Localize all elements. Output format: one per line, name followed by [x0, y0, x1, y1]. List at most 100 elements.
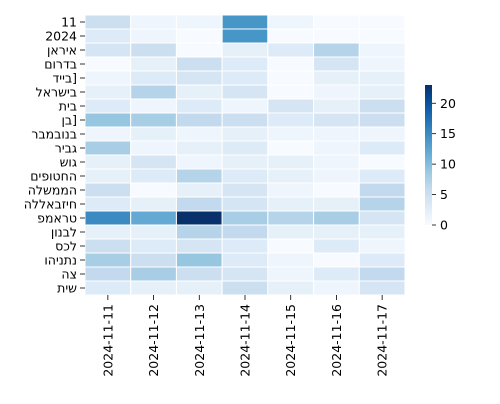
- heatmap-cell: [175, 98, 223, 114]
- colorbar-tick-label: 15: [440, 126, 456, 141]
- y-tick-label: בנובמבר: [31, 127, 77, 142]
- y-axis-ticks: 112024איראןבדרוםבייד]בישראלביתבן]בנובמבר…: [24, 15, 85, 296]
- x-tick-label: 2024-11-14: [238, 304, 253, 377]
- heatmap-cell: [84, 238, 132, 254]
- heatmap-cell: [358, 70, 406, 86]
- heatmap-cell: [358, 56, 406, 72]
- heatmap-cell: [175, 84, 223, 100]
- heatmap-cell: [267, 196, 315, 212]
- heatmap-cell: [221, 238, 269, 254]
- heatmap-cell: [130, 56, 177, 72]
- heatmap-cell: [221, 42, 269, 58]
- heatmap-cell: [84, 168, 132, 184]
- heatmap-cell: [130, 154, 177, 170]
- heatmap-cell: [313, 252, 360, 268]
- heatmap-cell: [358, 266, 406, 282]
- heatmap-cell: [175, 56, 223, 72]
- heatmap-cell: [84, 56, 132, 72]
- y-tick-label: בית: [59, 99, 77, 114]
- x-tick-label: 2024-11-13: [192, 304, 207, 377]
- colorbar-tick-label: 5: [440, 187, 448, 202]
- heatmap-cell: [84, 84, 132, 100]
- heatmap-cell: [267, 224, 315, 240]
- heatmap-cell: [313, 126, 360, 142]
- heatmap-cell: [130, 14, 177, 30]
- heatmap-cell: [358, 112, 406, 128]
- heatmap-cell: [130, 210, 177, 226]
- heatmap-cell: [358, 84, 406, 100]
- heatmap-cell: [358, 98, 406, 114]
- heatmap-cell: [313, 168, 360, 184]
- heatmap-cell: [358, 196, 406, 212]
- heatmap-cell: [267, 42, 315, 58]
- y-tick-label: 2024: [45, 29, 77, 44]
- heatmap-cell: [175, 252, 223, 268]
- heatmap-cell: [313, 154, 360, 170]
- heatmap-cell: [267, 112, 315, 128]
- heatmap-cell: [313, 56, 360, 72]
- heatmap-cell: [313, 70, 360, 86]
- heatmap-cell: [358, 126, 406, 142]
- heatmap-cell: [175, 42, 223, 58]
- heatmap-cell: [358, 224, 406, 240]
- heatmap-cell: [221, 224, 269, 240]
- heatmap-cell: [130, 70, 177, 86]
- colorbar-tick-label: 0: [440, 218, 448, 233]
- heatmap-cell: [358, 42, 406, 58]
- x-tick-label: 2024-11-17: [375, 304, 390, 377]
- heatmap-cell: [175, 70, 223, 86]
- heatmap-cell: [267, 84, 315, 100]
- y-tick-label: בן]: [61, 113, 77, 128]
- heatmap-cell: [221, 14, 269, 30]
- y-tick-label: גביר: [55, 141, 77, 156]
- heatmap-cell: [175, 28, 223, 44]
- heatmap-cell: [313, 42, 360, 58]
- heatmap-cell: [221, 210, 269, 226]
- heatmap-cell: [267, 126, 315, 142]
- heatmap-cell: [130, 266, 177, 282]
- heatmap-cell: [313, 112, 360, 128]
- heatmap-cell: [267, 28, 315, 44]
- heatmap-cell: [175, 238, 223, 254]
- x-tick-label: 2024-11-15: [283, 304, 298, 377]
- heatmap-cell: [130, 196, 177, 212]
- heatmap-cell: [130, 238, 177, 254]
- heatmap-cell: [221, 126, 269, 142]
- heatmap-cell: [130, 140, 177, 156]
- y-tick-label: לבנון: [51, 225, 77, 240]
- heatmap-cell: [130, 42, 177, 58]
- colorbar-tick-label: 20: [440, 96, 456, 111]
- heatmap-cell: [84, 182, 132, 198]
- heatmap-cell: [175, 112, 223, 128]
- heatmap-cell: [130, 280, 177, 296]
- heatmap-cell: [130, 224, 177, 240]
- heatmap-cell: [175, 154, 223, 170]
- heatmap-cells: [84, 14, 406, 296]
- y-tick-label: גוש: [60, 155, 77, 170]
- heatmap-cell: [267, 154, 315, 170]
- heatmap-cell: [84, 126, 132, 142]
- heatmap-cell: [358, 238, 406, 254]
- heatmap-cell: [84, 70, 132, 86]
- heatmap-cell: [84, 14, 132, 30]
- heatmap-cell: [358, 210, 406, 226]
- heatmap-cell: [221, 252, 269, 268]
- heatmap-cell: [267, 210, 315, 226]
- heatmap-cell: [130, 98, 177, 114]
- heatmap-cell: [313, 140, 360, 156]
- heatmap-cell: [358, 168, 406, 184]
- heatmap-cell: [175, 126, 223, 142]
- heatmap-cell: [221, 56, 269, 72]
- y-tick-label: שית: [57, 281, 77, 296]
- colorbar-tick-label: 10: [440, 157, 456, 172]
- heatmap-cell: [358, 140, 406, 156]
- heatmap-cell: [84, 154, 132, 170]
- heatmap-cell: [84, 224, 132, 240]
- heatmap-cell: [175, 140, 223, 156]
- heatmap-cell: [358, 252, 406, 268]
- y-tick-label: טראמפ: [37, 211, 77, 226]
- y-tick-label: החטופים: [30, 169, 77, 184]
- heatmap-cell: [175, 224, 223, 240]
- heatmap-cell: [313, 98, 360, 114]
- colorbar-gradient: [425, 85, 432, 225]
